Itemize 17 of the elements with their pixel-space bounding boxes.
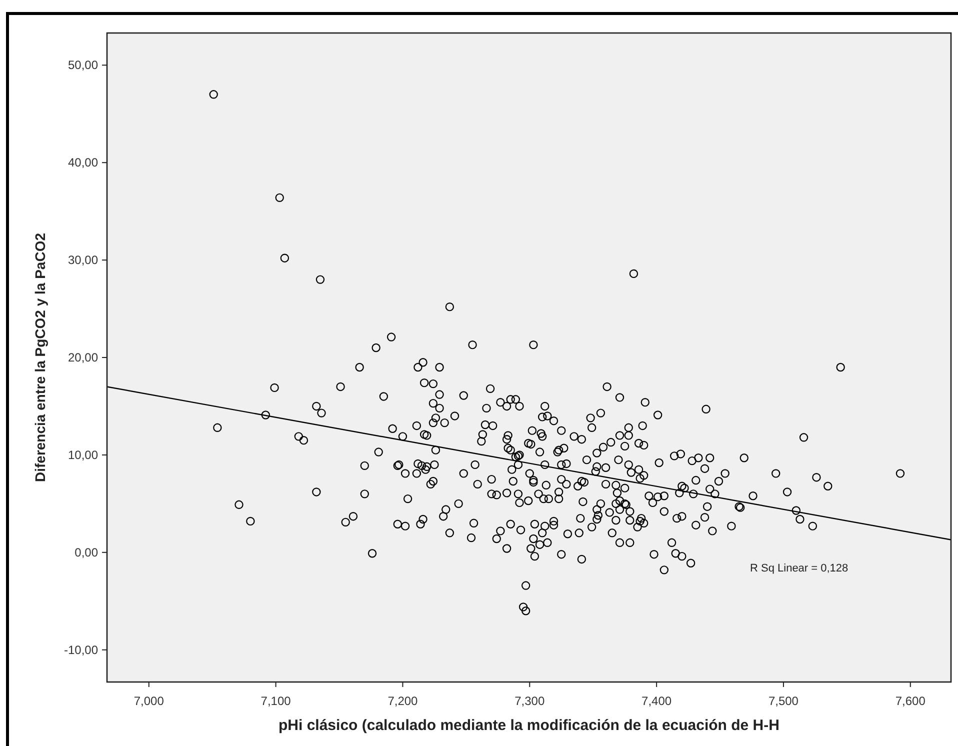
x-tick-label: 7,100 bbox=[260, 694, 292, 708]
x-tick-label: 7,600 bbox=[895, 694, 926, 708]
y-axis-title: Diferencia entre la PgCO2 y la PaCO2 bbox=[32, 232, 48, 482]
x-tick-label: 7,000 bbox=[134, 694, 164, 708]
x-tick-label: 7,300 bbox=[514, 694, 545, 708]
y-tick-label: 30,00 bbox=[68, 253, 98, 268]
x-tick-label: 7,400 bbox=[642, 694, 672, 708]
x-axis-title: pHi clásico (calculado mediante la modificación de la ecuación de H-H bbox=[278, 717, 780, 734]
x-tick-label: 7,500 bbox=[768, 694, 799, 708]
y-tick-label: 50,00 bbox=[68, 58, 98, 72]
y-tick-label: 0,00 bbox=[74, 545, 98, 560]
x-tick-label: 7,200 bbox=[388, 694, 418, 708]
y-tick-label: 40,00 bbox=[68, 156, 98, 170]
y-tick-label: -10,00 bbox=[64, 642, 98, 657]
annotation: R Sq Linear = 0,128 bbox=[750, 562, 848, 575]
y-tick-label: 10,00 bbox=[68, 448, 98, 462]
y-tick-label: 20,00 bbox=[68, 350, 98, 364]
